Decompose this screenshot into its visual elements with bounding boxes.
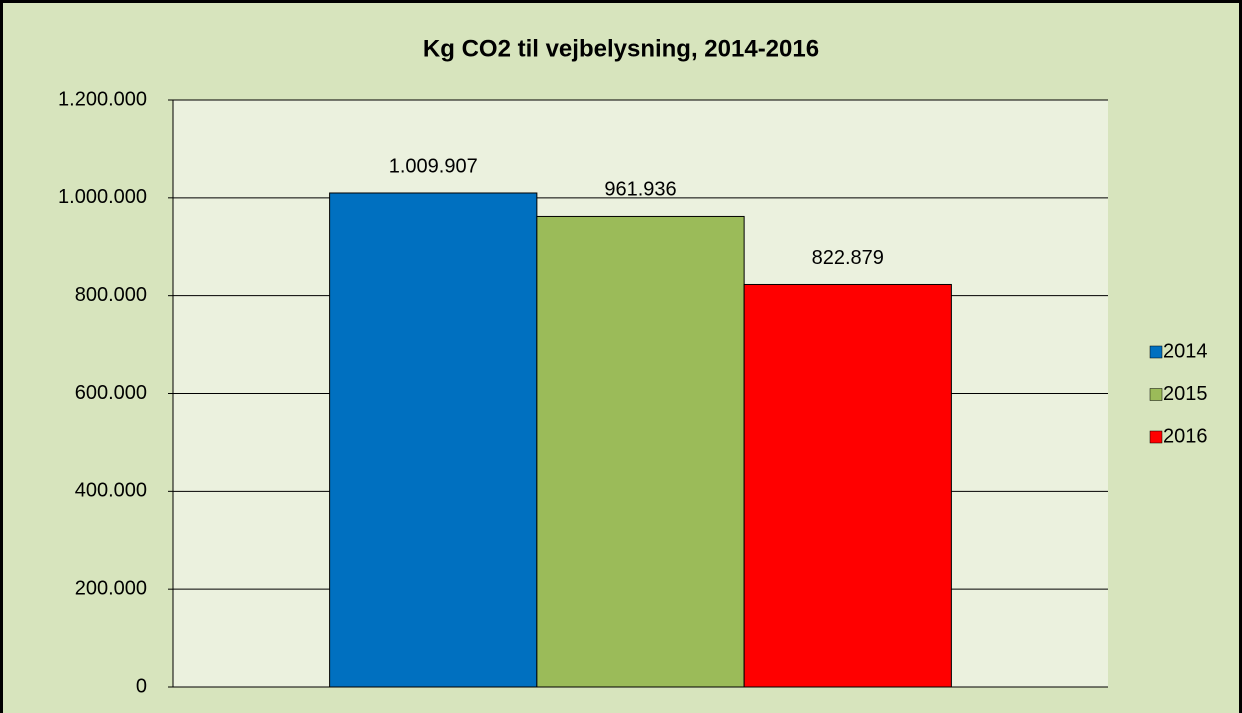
legend-label: 2015 [1163, 383, 1208, 405]
data-label: 961.936 [604, 179, 676, 201]
legend-label: 2014 [1163, 340, 1208, 362]
chart-title: Kg CO2 til vejbelysning, 2014-2016 [423, 35, 819, 62]
y-tick-label: 400.000 [75, 480, 147, 502]
data-label: 1.009.907 [389, 155, 478, 177]
y-tick-label: 1.000.000 [58, 186, 147, 208]
y-tick-label: 0 [136, 675, 147, 697]
legend-label: 2016 [1163, 425, 1208, 447]
y-tick-label: 600.000 [75, 382, 147, 404]
legend-swatch [1149, 345, 1163, 359]
y-tick-label: 200.000 [75, 577, 147, 599]
data-label: 822.879 [812, 247, 884, 269]
y-tick-label: 1.200.000 [58, 88, 147, 110]
bar [536, 215, 745, 688]
legend-swatch [1149, 430, 1163, 444]
bar [743, 283, 952, 688]
legend-swatch [1149, 388, 1163, 401]
y-tick-label: 800.000 [75, 284, 147, 306]
bar [329, 192, 538, 688]
